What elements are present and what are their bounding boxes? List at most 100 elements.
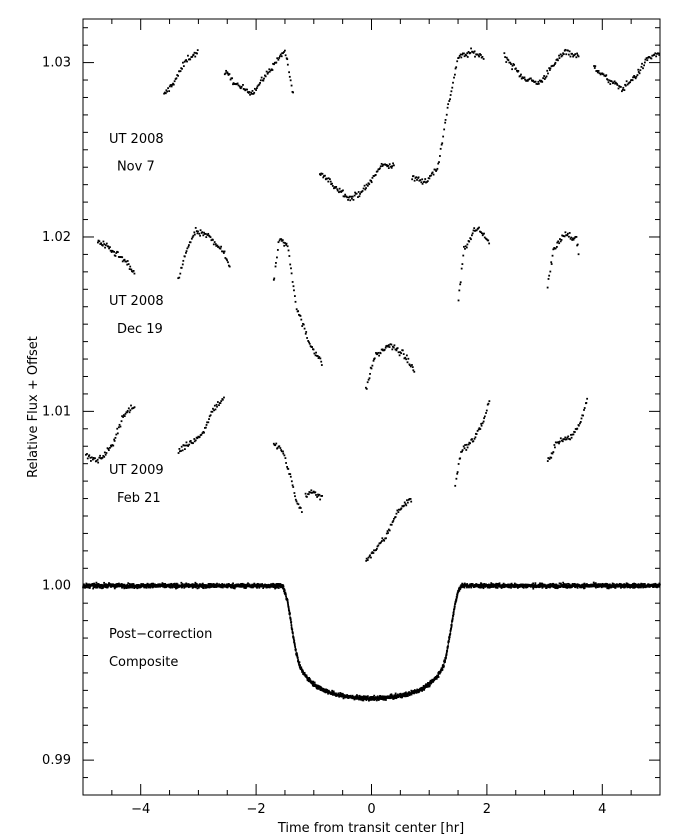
data-point — [598, 72, 601, 75]
data-point — [402, 692, 404, 695]
data-point — [100, 242, 103, 245]
data-point — [602, 73, 605, 76]
data-point — [569, 586, 571, 589]
data-point — [113, 439, 116, 442]
data-point — [532, 586, 534, 588]
data-point — [550, 261, 553, 264]
data-point — [656, 583, 659, 586]
data-point — [463, 582, 466, 585]
data-point — [508, 61, 511, 64]
data-point — [112, 444, 115, 447]
data-point — [86, 453, 88, 455]
data-point — [164, 582, 167, 585]
data-point — [133, 406, 136, 409]
data-point — [280, 450, 283, 453]
data-point — [385, 163, 388, 166]
data-point — [212, 407, 214, 410]
data-point — [225, 258, 228, 260]
y-tick-label: 1.02 — [42, 230, 71, 245]
data-point — [349, 694, 352, 697]
data-point — [239, 585, 242, 588]
data-point — [443, 128, 446, 131]
data-point — [449, 98, 451, 101]
data-point — [114, 255, 117, 257]
data-point — [207, 421, 210, 424]
data-point — [365, 387, 368, 390]
data-point — [364, 386, 367, 389]
data-point — [207, 232, 210, 235]
data-point — [575, 56, 578, 59]
data-point — [274, 444, 277, 447]
data-point — [642, 67, 644, 70]
data-point — [439, 155, 441, 157]
data-point — [124, 412, 127, 415]
data-point — [373, 357, 376, 360]
data-point — [398, 354, 401, 357]
data-point — [388, 529, 391, 532]
data-point — [408, 691, 411, 694]
data-point — [487, 402, 490, 405]
data-point — [284, 54, 287, 57]
data-point — [461, 53, 464, 56]
data-point — [280, 238, 283, 241]
data-point — [313, 681, 316, 684]
data-point — [120, 583, 123, 585]
data-point — [186, 60, 188, 63]
data-point — [577, 424, 580, 427]
data-point — [210, 583, 213, 586]
data-point — [478, 226, 480, 229]
data-point — [298, 313, 300, 316]
data-point — [383, 539, 386, 542]
data-point — [277, 58, 280, 61]
data-point — [579, 421, 582, 423]
data-point — [202, 234, 205, 237]
data-point — [485, 412, 487, 414]
data-point — [178, 276, 181, 279]
data-point — [186, 247, 189, 250]
data-point — [128, 411, 131, 414]
data-point — [393, 164, 395, 167]
data-point — [225, 69, 227, 72]
data-point — [574, 53, 577, 55]
data-point — [561, 54, 564, 57]
data-point — [209, 236, 212, 239]
data-point — [455, 477, 458, 480]
data-point — [378, 354, 380, 357]
data-point — [366, 695, 369, 698]
data-point — [203, 231, 205, 234]
data-point — [311, 684, 314, 687]
tick-labels-layer: −4 −2 0 2 4 0.99 1.00 1.01 1.02 1.03 — [42, 56, 606, 817]
data-point — [101, 244, 104, 247]
data-point — [425, 181, 427, 184]
data-point — [94, 457, 96, 460]
data-point — [348, 195, 351, 198]
data-point — [331, 689, 334, 692]
data-point — [464, 247, 466, 250]
data-point — [271, 69, 274, 71]
data-point — [615, 585, 618, 588]
data-point — [166, 90, 169, 93]
data-point — [573, 582, 576, 585]
data-point — [643, 61, 646, 64]
data-point — [292, 91, 295, 94]
data-point — [268, 68, 271, 71]
data-point — [517, 70, 520, 72]
data-point — [509, 61, 512, 64]
data-point — [215, 244, 218, 247]
data-point — [173, 586, 176, 589]
data-point — [309, 491, 312, 494]
data-point — [462, 52, 464, 55]
data-point — [264, 75, 267, 78]
data-point — [642, 586, 645, 589]
data-point — [85, 453, 87, 456]
data-point — [340, 693, 343, 696]
data-point — [397, 511, 400, 514]
data-point — [421, 689, 423, 692]
data-point — [431, 171, 434, 174]
data-point — [130, 404, 132, 407]
data-point — [563, 235, 566, 238]
data-point — [595, 70, 598, 72]
data-point — [584, 583, 586, 586]
data-point — [523, 76, 526, 79]
data-point — [557, 240, 560, 243]
